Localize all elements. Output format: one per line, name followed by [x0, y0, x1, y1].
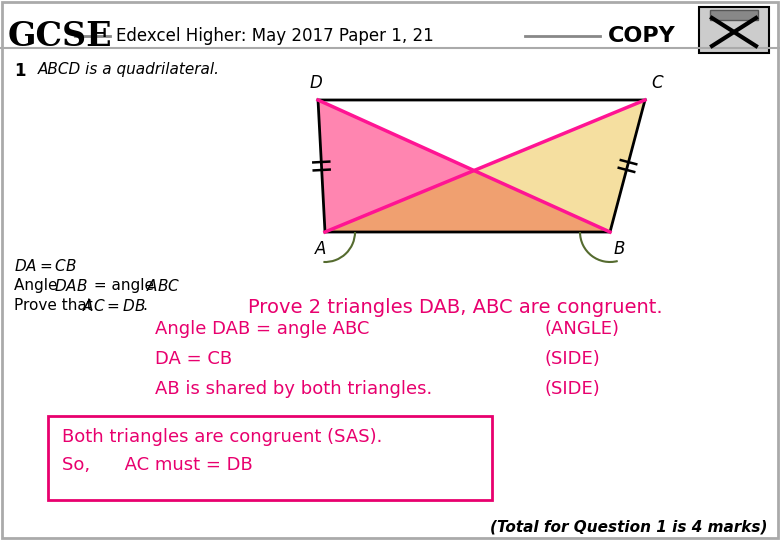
- Text: GCSE: GCSE: [8, 19, 112, 52]
- Text: Prove 2 triangles DAB, ABC are congruent.: Prove 2 triangles DAB, ABC are congruent…: [248, 298, 663, 317]
- Text: $DAB$: $DAB$: [54, 278, 87, 294]
- Text: (SIDE): (SIDE): [545, 350, 601, 368]
- Text: (Total for Question 1 is 4 marks): (Total for Question 1 is 4 marks): [491, 520, 768, 535]
- Text: Both triangles are congruent (SAS).: Both triangles are congruent (SAS).: [62, 428, 382, 446]
- Bar: [710, 10, 758, 20]
- Text: Angle: Angle: [14, 278, 62, 293]
- Text: (ANGLE): (ANGLE): [545, 320, 620, 338]
- Text: Edexcel Higher: May 2017 Paper 1, 21: Edexcel Higher: May 2017 Paper 1, 21: [116, 27, 434, 45]
- Text: .: .: [142, 298, 147, 313]
- Text: DA = CB: DA = CB: [155, 350, 232, 368]
- Text: Prove that: Prove that: [14, 298, 98, 313]
- Polygon shape: [325, 100, 645, 232]
- Text: So,      AC must = DB: So, AC must = DB: [62, 456, 253, 474]
- Text: AB is shared by both triangles.: AB is shared by both triangles.: [155, 380, 432, 398]
- FancyBboxPatch shape: [699, 7, 769, 53]
- Text: ABCD is a quadrilateral.: ABCD is a quadrilateral.: [38, 62, 220, 77]
- Polygon shape: [325, 171, 610, 232]
- Text: COPY: COPY: [608, 26, 675, 46]
- Text: 1: 1: [14, 62, 26, 80]
- Text: $ABC$: $ABC$: [146, 278, 180, 294]
- Text: (SIDE): (SIDE): [545, 380, 601, 398]
- Text: $AC = DB$: $AC = DB$: [82, 298, 146, 314]
- Text: A: A: [315, 240, 327, 258]
- Text: = angle: = angle: [89, 278, 159, 293]
- Text: Angle DAB = angle ABC: Angle DAB = angle ABC: [155, 320, 370, 338]
- Text: D: D: [310, 74, 322, 92]
- Text: C: C: [651, 74, 663, 92]
- Text: $DA = CB$: $DA = CB$: [14, 258, 77, 274]
- FancyBboxPatch shape: [48, 416, 492, 500]
- Text: B: B: [614, 240, 626, 258]
- Polygon shape: [318, 100, 610, 232]
